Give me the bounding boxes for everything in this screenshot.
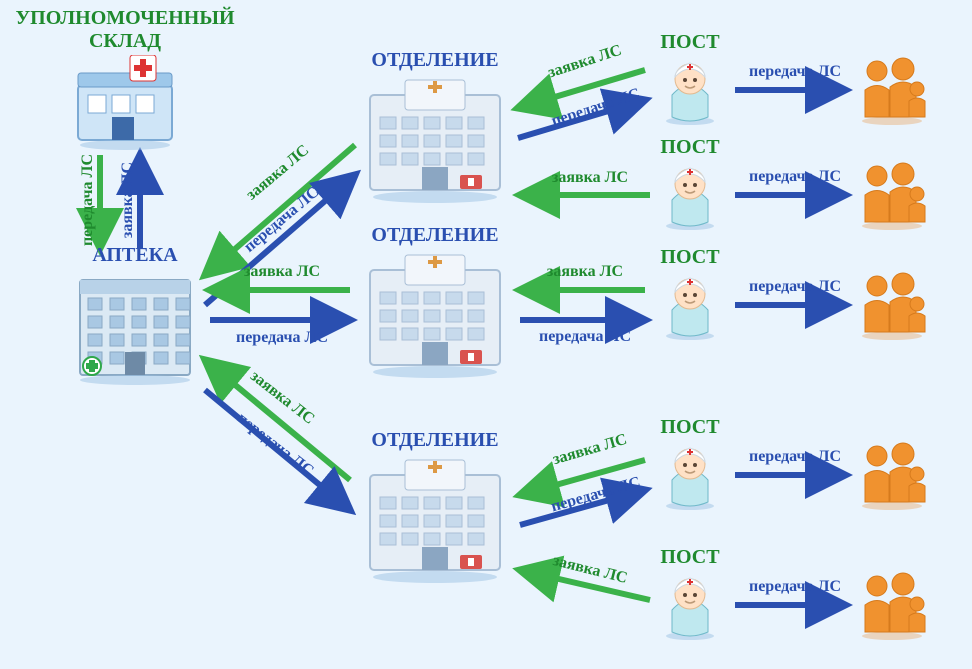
node-family1 [855,55,930,130]
edge-label-3: передача ЛС [223,168,342,272]
node-post5 [660,570,720,645]
edge-label-6: заявка ЛС [221,348,342,448]
node-family3 [855,270,930,345]
edge-label-12: передача ЛС [515,328,655,346]
edge-label-11: заявка ЛС [515,263,655,281]
node-title-warehouse: УПОЛНОМОЧЕННЫЙ СКЛАД [15,7,235,53]
node-post3 [660,270,720,345]
edge-label-5: передача ЛС [212,329,352,347]
node-dept3 [360,455,510,590]
node-title-dept3: ОТДЕЛЕНИЕ [325,429,545,452]
node-family2 [855,160,930,235]
edge-label-10: заявка ЛС [520,169,660,187]
edge-label-9: передача ЛС [527,79,665,138]
edge-label-2: заявка ЛС [219,121,338,225]
edge-label-0: передача ЛС [79,130,97,270]
node-title-post2: ПОСТ [580,136,800,159]
edge-label-18: передача ЛС [725,278,865,296]
edge-label-4: заявка ЛС [212,263,352,281]
node-dept2 [360,250,510,385]
node-family5 [855,570,930,645]
node-post2 [660,160,720,235]
edge-label-20: передача ЛС [725,578,865,596]
node-post4 [660,440,720,515]
node-family4 [855,440,930,515]
node-title-dept1: ОТДЕЛЕНИЕ [325,49,545,72]
edge-label-1: заявка ЛС [119,130,137,270]
edge-label-17: передача ЛС [725,168,865,186]
node-title-dept2: ОТДЕЛЕНИЕ [325,224,545,247]
edge-label-14: передача ЛС [526,468,665,523]
edge-label-7: передача ЛС [214,395,335,495]
node-dept1 [360,75,510,210]
edge-label-19: передача ЛС [725,448,865,466]
node-pharmacy [70,270,200,390]
node-post1 [660,55,720,130]
edge-label-16: передача ЛС [725,63,865,81]
edge-6 [205,360,350,480]
